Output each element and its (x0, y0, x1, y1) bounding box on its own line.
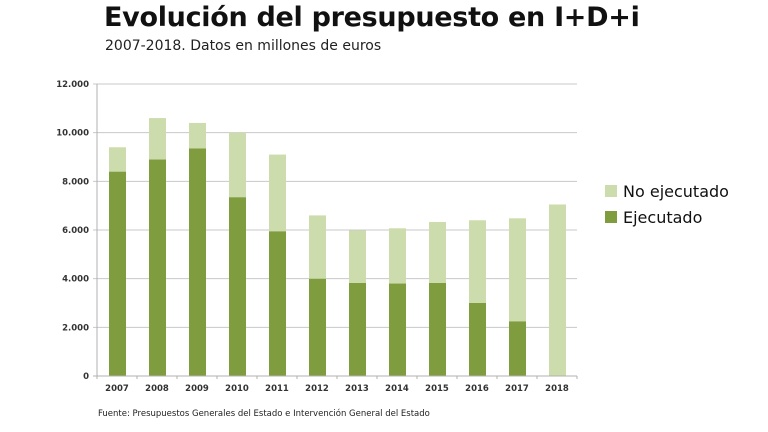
bar-ejecutado-2008 (149, 159, 166, 376)
x-tick-label: 2013 (345, 384, 369, 394)
x-tick-label: 2017 (505, 384, 529, 394)
bar-no-ejecutado-2016 (469, 220, 486, 303)
bar-no-ejecutado-2011 (269, 154, 286, 232)
bar-no-ejecutado-2014 (389, 228, 406, 284)
bar-ejecutado-2016 (469, 303, 486, 376)
y-tick-label: 2.000 (62, 323, 89, 333)
bar-ejecutado-2012 (309, 278, 326, 376)
axes (93, 84, 577, 377)
bar-no-ejecutado-2007 (109, 147, 126, 172)
bar-ejecutado-2014 (389, 283, 406, 376)
x-tick-label: 2007 (105, 384, 129, 394)
bar-ejecutado-2013 (349, 282, 366, 376)
legend: No ejecutado Ejecutado (605, 178, 729, 230)
bar-no-ejecutado-2018 (549, 204, 566, 376)
x-tick-label: 2015 (425, 384, 449, 394)
y-tick-label: 4.000 (62, 275, 89, 285)
source-note: Fuente: Presupuestos Generales del Estad… (98, 409, 430, 419)
bar-no-ejecutado-2017 (509, 218, 526, 322)
y-tick-label: 10.000 (56, 129, 89, 139)
y-tick-label: 0 (83, 372, 89, 382)
bar-no-ejecutado-2008 (149, 118, 166, 160)
bars (109, 118, 566, 376)
y-axis-ticks: 0 2.000 4.000 6.000 8.000 10.000 12.000 (56, 80, 89, 382)
y-tick-label: 6.000 (62, 226, 89, 236)
x-axis-ticks: 2007 2008 2009 2010 2011 2012 2013 2014 2015 2016… (96, 376, 578, 394)
legend-item-ejecutado: Ejecutado (605, 204, 729, 230)
bar-no-ejecutado-2010 (229, 132, 246, 198)
bar-no-ejecutado-2009 (189, 122, 206, 149)
chart-subtitle: 2007-2018. Datos en millones de euros (105, 38, 382, 54)
y-tick-label: 8.000 (62, 177, 89, 187)
bar-ejecutado-2007 (109, 171, 126, 376)
bar-no-ejecutado-2012 (309, 215, 326, 279)
bar-ejecutado-2011 (269, 231, 286, 376)
gridlines (93, 83, 577, 328)
x-tick-label: 2011 (265, 384, 289, 394)
bar-ejecutado-2015 (429, 282, 446, 376)
x-tick-label: 2009 (185, 384, 209, 394)
x-tick-label: 2010 (225, 384, 249, 394)
bar-no-ejecutado-2015 (429, 221, 446, 283)
legend-swatch-no-ejecutado (605, 185, 617, 197)
x-tick-label: 2016 (465, 384, 489, 394)
x-tick-label: 2008 (145, 384, 169, 394)
legend-item-no-ejecutado: No ejecutado (605, 178, 729, 204)
x-tick-label: 2014 (385, 384, 409, 394)
chart-title: Evolución del presupuesto en I+D+i (104, 2, 640, 33)
legend-swatch-ejecutado (605, 211, 617, 223)
bar-ejecutado-2010 (229, 197, 246, 376)
bar-no-ejecutado-2013 (349, 230, 366, 283)
bar-ejecutado-2009 (189, 148, 206, 376)
legend-label-ejecutado: Ejecutado (623, 207, 703, 227)
x-tick-label: 2018 (545, 384, 569, 394)
legend-label-no-ejecutado: No ejecutado (623, 181, 729, 201)
x-tick-label: 2012 (305, 384, 329, 394)
y-tick-label: 12.000 (56, 80, 89, 90)
bar-ejecutado-2017 (509, 321, 526, 376)
